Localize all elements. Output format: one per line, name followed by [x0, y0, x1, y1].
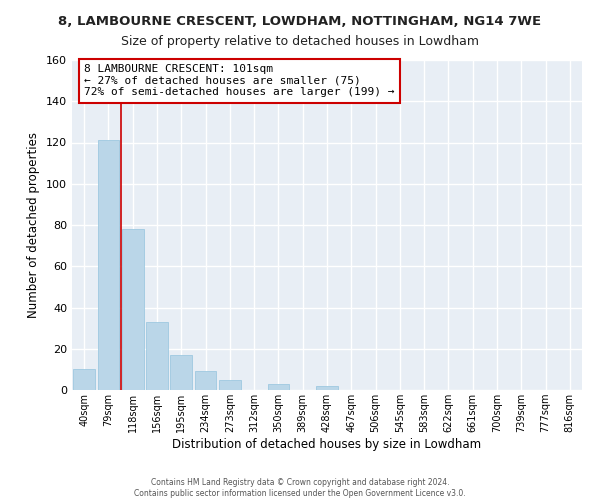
Bar [146, 322, 168, 390]
Bar [194, 372, 217, 390]
Text: Size of property relative to detached houses in Lowdham: Size of property relative to detached ho… [121, 35, 479, 48]
Bar [122, 229, 143, 390]
Bar [316, 386, 338, 390]
Text: Contains HM Land Registry data © Crown copyright and database right 2024.
Contai: Contains HM Land Registry data © Crown c… [134, 478, 466, 498]
Bar [219, 380, 241, 390]
Bar [73, 370, 95, 390]
Y-axis label: Number of detached properties: Number of detached properties [28, 132, 40, 318]
X-axis label: Distribution of detached houses by size in Lowdham: Distribution of detached houses by size … [172, 438, 482, 451]
Text: 8 LAMBOURNE CRESCENT: 101sqm
← 27% of detached houses are smaller (75)
72% of se: 8 LAMBOURNE CRESCENT: 101sqm ← 27% of de… [84, 64, 395, 98]
Text: 8, LAMBOURNE CRESCENT, LOWDHAM, NOTTINGHAM, NG14 7WE: 8, LAMBOURNE CRESCENT, LOWDHAM, NOTTINGH… [58, 15, 542, 28]
Bar [97, 140, 119, 390]
Bar [170, 355, 192, 390]
Bar [268, 384, 289, 390]
